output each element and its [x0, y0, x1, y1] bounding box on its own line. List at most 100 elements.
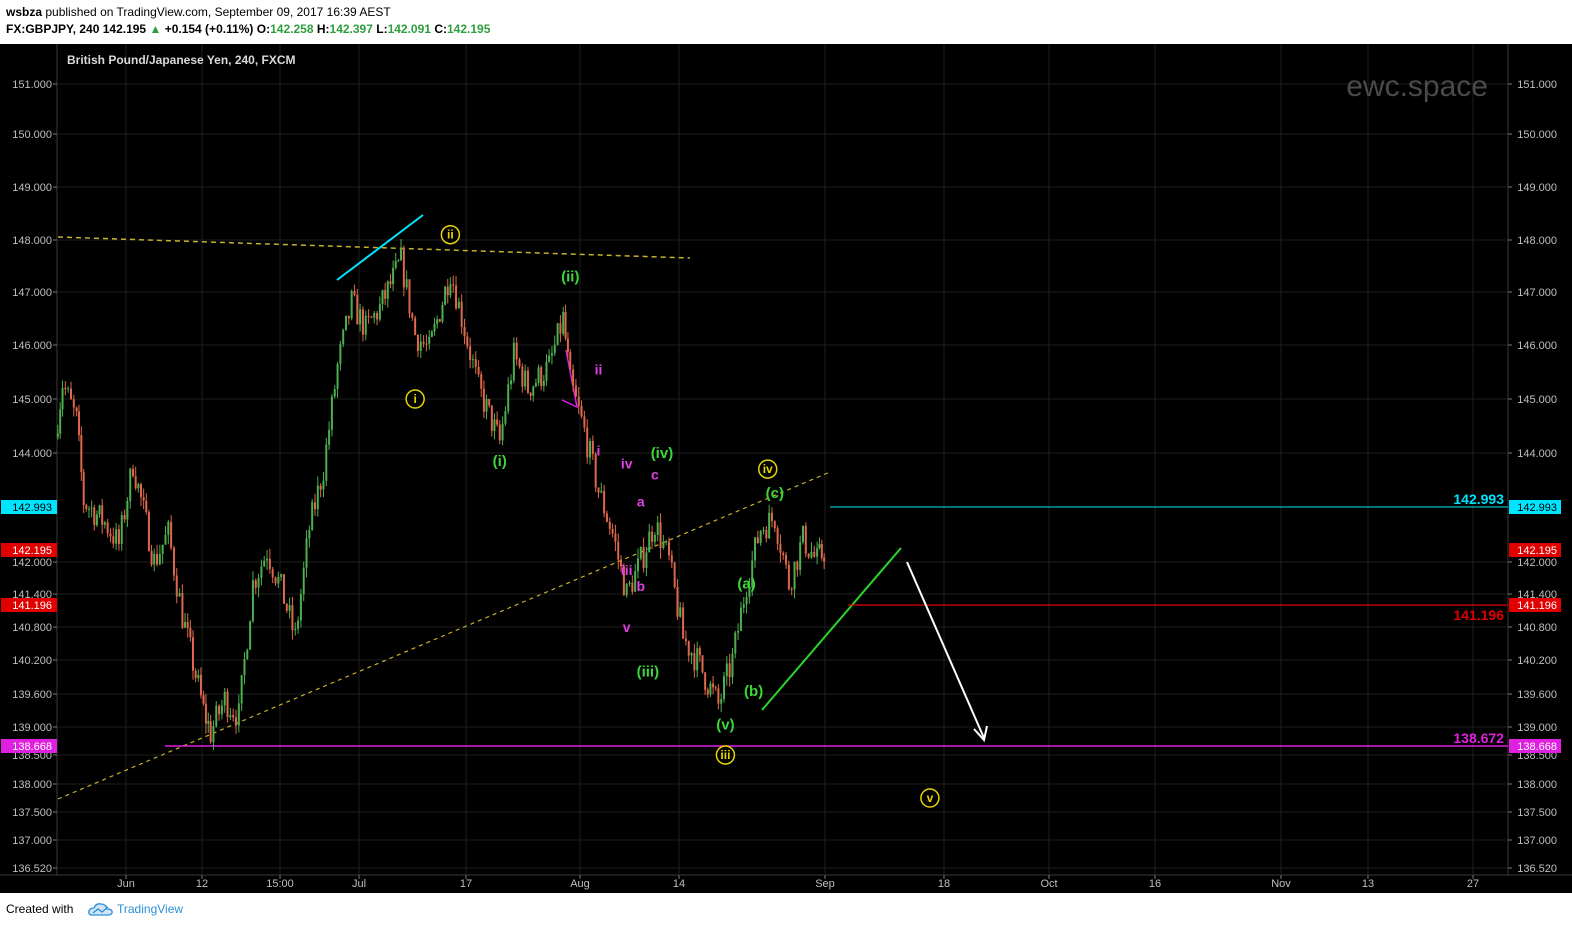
candle-body [361, 309, 364, 335]
candle-body [142, 497, 145, 501]
candle-body [305, 538, 308, 568]
price-label-right: 142.195 [1517, 545, 1557, 557]
y-tick-label-left: 137.500 [12, 807, 52, 819]
candle-body [510, 380, 513, 385]
wave-label: ii [595, 361, 603, 377]
candle-body [480, 374, 483, 389]
candle-body [501, 423, 504, 441]
chart-header: wsbza published on TradingView.com, Sept… [0, 0, 1572, 44]
candle-body [370, 316, 373, 318]
y-tick-label-left: 137.000 [12, 835, 52, 847]
price-label-right-box [1509, 543, 1561, 557]
candle-body [257, 578, 260, 588]
price-chart[interactable]: 151.000 151.000 150.000 150.000 149.000 149.0… [0, 44, 1572, 893]
upper-dashed-trendline [57, 236, 691, 259]
candle-body [574, 385, 577, 397]
candle-body [120, 515, 123, 544]
y-tick-label-right: 149.000 [1517, 182, 1557, 194]
candle-body [422, 341, 425, 344]
candle-body [181, 593, 184, 628]
candle-body [98, 505, 101, 515]
candle-body [731, 653, 734, 678]
candle-body [376, 313, 379, 320]
candle-body [316, 485, 319, 510]
candle-body [425, 343, 428, 345]
low-value: 142.091 [387, 22, 431, 36]
candle-body [80, 435, 83, 473]
candle-body [260, 566, 263, 579]
y-tick-label-left: 145.000 [12, 394, 52, 406]
price-label-left-box [1, 598, 57, 612]
candle-body [123, 515, 126, 520]
candle-body [820, 543, 823, 558]
candle-body [524, 370, 527, 387]
candle-body [684, 638, 687, 642]
wave-label: b [637, 578, 646, 594]
chart-title: British Pound/Japanese Yen, 240, FXCM [67, 53, 296, 67]
candle-body [583, 416, 586, 428]
candle-body [562, 311, 565, 334]
symbol-label: FX:GBPJPY, 240 [6, 22, 100, 36]
candle-body [662, 541, 665, 549]
candle-body [178, 593, 181, 597]
candle-body [810, 551, 813, 558]
candle-body [597, 487, 600, 493]
candle-body [202, 695, 205, 704]
candle-body [243, 659, 246, 676]
candle-body [756, 537, 759, 544]
candle-body [313, 502, 316, 510]
candle-body [394, 260, 397, 268]
candle-body [164, 534, 167, 545]
candle-body [617, 541, 620, 560]
candle-body [625, 584, 628, 596]
candle-body [737, 630, 740, 633]
candle-body [117, 529, 120, 544]
candle-body [373, 313, 376, 318]
candle-body [134, 476, 137, 489]
wave-label: (iii) [637, 663, 660, 680]
y-tick-label-right: 148.000 [1517, 235, 1557, 247]
candle-body [765, 529, 768, 539]
candle-body [690, 653, 693, 656]
candle-body [263, 560, 266, 567]
candle-body [493, 419, 496, 431]
candle-body [751, 560, 754, 588]
wave-label: (v) [716, 716, 734, 733]
candle-body [280, 574, 283, 577]
up-triangle-icon: ▲ [149, 22, 162, 36]
candle-body [455, 285, 458, 309]
y-tick-label-left: 136.520 [12, 863, 52, 875]
candle-body [240, 675, 243, 704]
candle-body [559, 323, 562, 334]
candle-body [701, 655, 704, 673]
price-label-left: 138.668 [12, 741, 52, 753]
candle-body [628, 582, 631, 585]
candle-body [639, 547, 642, 559]
wave-label-circle [405, 389, 425, 409]
tradingview-link[interactable]: TradingView [117, 902, 184, 916]
y-tick-label-right: 139.600 [1517, 689, 1557, 701]
publisher-name[interactable]: wsbza [6, 5, 43, 19]
y-tick-label-right: 140.200 [1517, 655, 1557, 667]
candle-body [548, 355, 551, 362]
candle-body [288, 605, 291, 611]
y-tick-label-right: 146.000 [1517, 340, 1557, 352]
candle-body [651, 531, 654, 542]
y-tick-label-right: 137.000 [1517, 835, 1557, 847]
candle-body [132, 468, 135, 477]
candle-body [659, 522, 662, 549]
y-tick-label-right: 145.000 [1517, 394, 1557, 406]
wave-label: i [597, 442, 601, 458]
x-tick-label: 12 [196, 878, 208, 890]
y-tick-label-left: 142.000 [12, 557, 52, 569]
close-label: C: [434, 22, 447, 36]
wave-label: (b) [744, 683, 763, 700]
price-label-right: 142.993 [1517, 502, 1557, 514]
candle-body [642, 547, 645, 569]
candle-body [634, 571, 637, 592]
candle-body [297, 620, 300, 629]
candle-body [268, 558, 271, 569]
candle-body [67, 388, 70, 390]
candle-body [441, 304, 444, 322]
close-value: 142.195 [446, 22, 491, 36]
